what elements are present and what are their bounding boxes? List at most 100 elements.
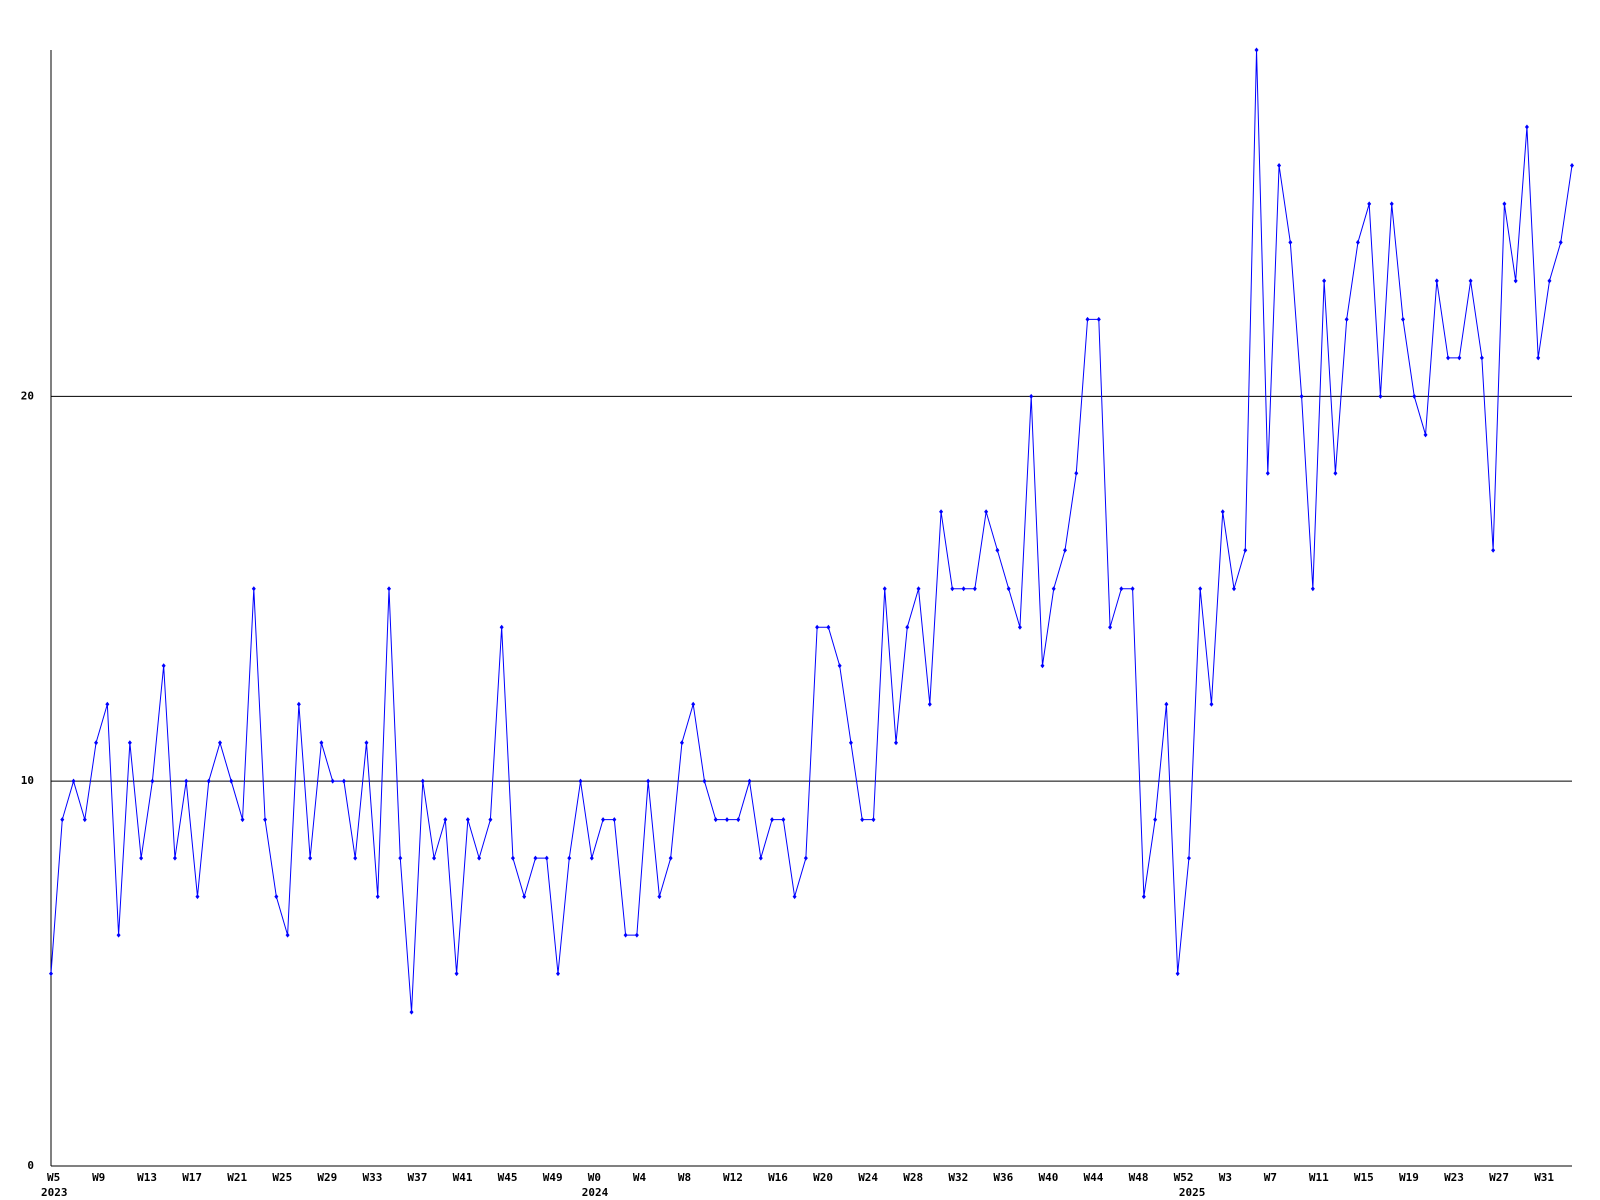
x-tick-label: W3 xyxy=(1219,1171,1232,1184)
point xyxy=(353,855,358,861)
point xyxy=(105,701,110,707)
point xyxy=(916,586,921,592)
point xyxy=(725,817,729,823)
year-label: 2024 xyxy=(582,1186,609,1199)
point xyxy=(274,894,279,900)
x-tick-label: W48 xyxy=(1129,1171,1149,1184)
point xyxy=(984,509,989,515)
point xyxy=(1401,316,1405,322)
point xyxy=(1310,586,1315,592)
x-tick-label: W29 xyxy=(317,1171,337,1184)
x-tick-label: W12 xyxy=(723,1171,743,1184)
point xyxy=(116,932,121,938)
point xyxy=(1412,393,1417,399)
point xyxy=(420,778,425,784)
point xyxy=(1389,201,1394,207)
point xyxy=(1063,547,1067,553)
point xyxy=(578,778,583,784)
point xyxy=(950,586,955,592)
year-label: 2023 xyxy=(41,1186,68,1199)
point xyxy=(758,855,763,861)
point xyxy=(522,894,527,900)
point xyxy=(1164,701,1169,707)
year-label: 2025 xyxy=(1179,1186,1206,1199)
point xyxy=(882,586,887,592)
point xyxy=(1524,124,1529,130)
x-tick-label: W13 xyxy=(137,1171,157,1184)
point xyxy=(972,586,977,592)
point xyxy=(1513,278,1518,284)
point xyxy=(1096,316,1101,322)
point xyxy=(1333,470,1338,476)
point xyxy=(679,740,684,746)
point xyxy=(871,817,876,823)
x-tick-label: W21 xyxy=(227,1171,247,1184)
point xyxy=(1243,547,1248,553)
point xyxy=(296,701,301,707)
point xyxy=(375,894,380,900)
point xyxy=(1423,432,1428,438)
x-tick-label: W41 xyxy=(453,1171,473,1184)
point xyxy=(691,701,696,707)
x-tick-label: W31 xyxy=(1534,1171,1554,1184)
x-tick-label: W45 xyxy=(498,1171,518,1184)
point xyxy=(668,855,673,861)
point xyxy=(82,817,87,823)
point xyxy=(308,855,313,861)
point xyxy=(251,586,256,592)
point xyxy=(1344,316,1349,322)
point xyxy=(240,817,245,823)
point xyxy=(127,740,132,746)
x-tick-label: W40 xyxy=(1038,1171,1058,1184)
point xyxy=(894,740,898,746)
point xyxy=(556,971,560,977)
point xyxy=(1232,586,1236,592)
point xyxy=(94,740,99,746)
x-tick-label: W28 xyxy=(903,1171,923,1184)
point xyxy=(1277,162,1282,168)
point xyxy=(848,740,853,746)
point xyxy=(1367,201,1372,207)
point xyxy=(1051,586,1056,592)
point xyxy=(939,509,944,515)
point xyxy=(702,778,707,784)
point xyxy=(1141,894,1146,900)
y-tick-label: 10 xyxy=(21,774,34,787)
point xyxy=(229,778,234,784)
point xyxy=(860,817,865,823)
point xyxy=(150,778,155,784)
point xyxy=(1446,355,1451,361)
point xyxy=(60,817,65,823)
x-tick-label: W37 xyxy=(408,1171,428,1184)
point xyxy=(1209,701,1214,707)
x-tick-label: W17 xyxy=(182,1171,202,1184)
point xyxy=(465,817,470,823)
point xyxy=(657,894,662,900)
point xyxy=(477,855,482,861)
x-tick-label: W0 xyxy=(588,1171,601,1184)
point xyxy=(1457,355,1462,361)
x-tick-label: W27 xyxy=(1489,1171,1509,1184)
point xyxy=(646,778,651,784)
point xyxy=(499,624,504,630)
point xyxy=(1479,355,1484,361)
point xyxy=(1536,355,1541,361)
x-tick-label: W33 xyxy=(362,1171,382,1184)
point xyxy=(161,663,166,669)
point xyxy=(1570,162,1574,168)
point xyxy=(1029,393,1034,399)
point xyxy=(206,778,211,784)
x-tick-label: W9 xyxy=(92,1171,105,1184)
point xyxy=(1288,239,1293,245)
x-tick-label: W5 xyxy=(47,1171,60,1184)
x-tick-label: W25 xyxy=(272,1171,292,1184)
point xyxy=(49,971,53,977)
x-tick-label: W52 xyxy=(1174,1171,1194,1184)
point xyxy=(1017,624,1022,630)
point xyxy=(634,932,639,938)
point xyxy=(1153,817,1158,823)
point xyxy=(713,817,718,823)
point xyxy=(409,1009,414,1015)
point xyxy=(792,894,797,900)
